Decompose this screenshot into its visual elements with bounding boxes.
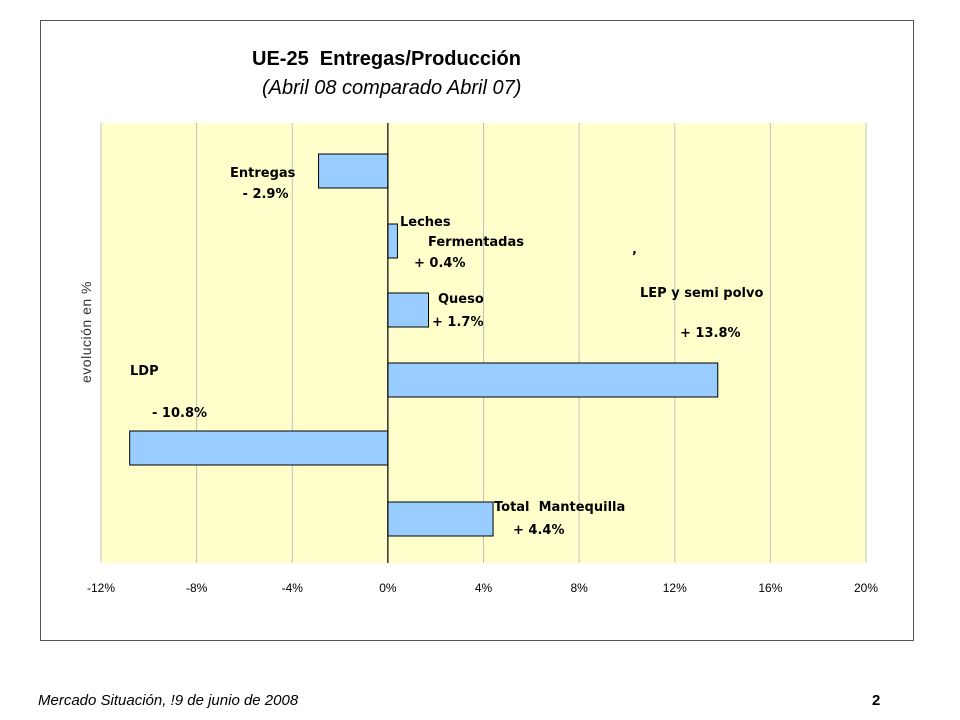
bars — [129, 123, 719, 563]
x-tick-label: 4% — [475, 581, 493, 595]
x-tick-label: 12% — [663, 581, 687, 595]
x-tick-labels: -12% -8% -4% 0% 4% 8% 12% 16% 20% — [87, 581, 878, 595]
bar — [387, 362, 719, 398]
data-label: + 13.8% — [680, 326, 741, 341]
bar — [387, 501, 494, 537]
bar — [129, 430, 389, 466]
data-label: - 10.8% — [152, 406, 207, 421]
data-label: Total Mantequilla — [494, 500, 625, 515]
x-tick-label: -4% — [282, 581, 304, 595]
x-tick-label: -8% — [186, 581, 208, 595]
chart-subtitle: (Abril 08 comparado Abril 07) — [262, 77, 522, 99]
bar — [387, 292, 430, 328]
chart-title: UE-25 Entregas/Producción — [252, 48, 521, 70]
x-tick-label: 20% — [854, 581, 878, 595]
data-label: + 0.4% — [414, 256, 465, 271]
x-tick-label: 16% — [758, 581, 782, 595]
x-tick-label: 8% — [570, 581, 588, 595]
data-label: LEP y semi polvo — [640, 286, 763, 301]
page-number: 2 — [872, 692, 881, 709]
bar — [318, 153, 389, 189]
bar — [387, 223, 398, 259]
data-label: + 4.4% — [513, 523, 564, 538]
x-tick-label: -12% — [87, 581, 115, 595]
footer-source: Mercado Situación, !9 de junio de 2008 — [38, 692, 299, 709]
grid-lines — [100, 123, 867, 563]
data-label: - 2.9% — [238, 187, 289, 202]
data-label: Fermentadas — [428, 235, 524, 250]
data-labels: Entregas - 2.9% Leches Fermentadas + 0.4% Qu… — [130, 166, 763, 538]
data-label: + 1.7% — [432, 315, 483, 330]
data-label: Leches — [400, 215, 451, 230]
x-tick-label: 0% — [379, 581, 397, 595]
data-label: ’ — [632, 250, 637, 265]
data-label: LDP — [130, 364, 159, 379]
data-label: Entregas — [230, 166, 296, 181]
data-label: Queso — [438, 292, 484, 307]
